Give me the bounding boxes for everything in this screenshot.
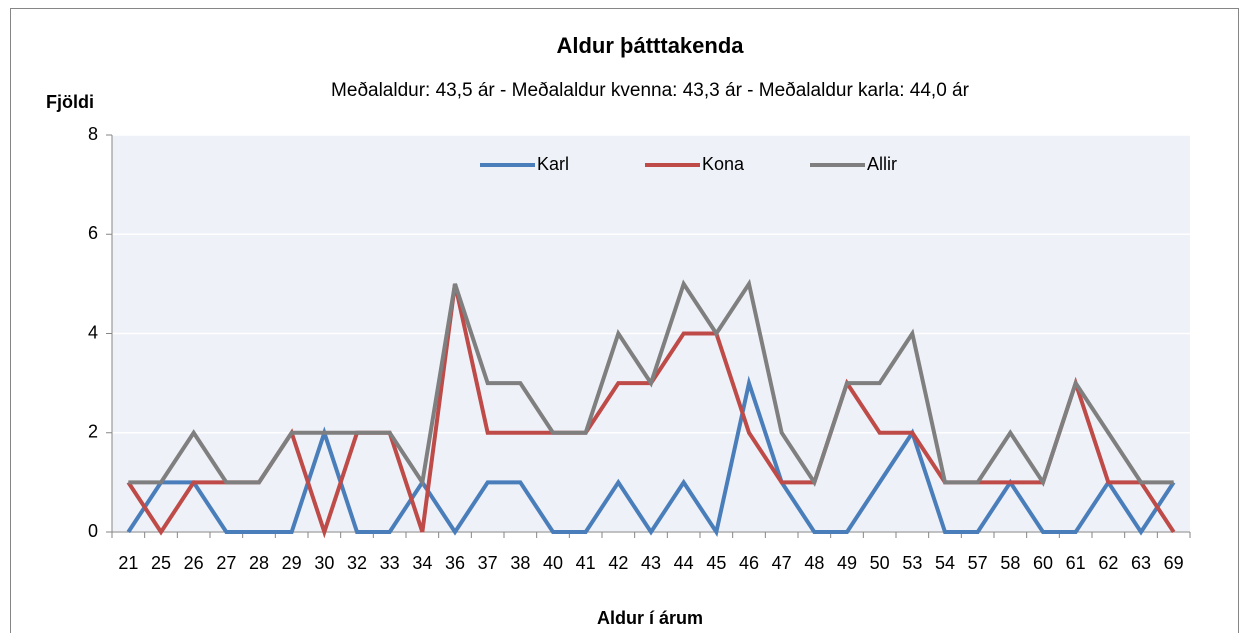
chart-subtitle: Meðalaldur: 43,5 ár - Meðalaldur kvenna:… <box>331 80 970 101</box>
x-tick-label: 42 <box>608 553 628 573</box>
x-axis-label: Aldur í árum <box>597 608 703 628</box>
x-tick-label: 41 <box>576 553 596 573</box>
x-tick-label: 28 <box>249 553 269 573</box>
x-tick-label: 54 <box>935 553 955 573</box>
x-tick-label: 38 <box>510 553 530 573</box>
x-tick-label: 29 <box>282 553 302 573</box>
x-tick-label: 62 <box>1098 553 1118 573</box>
x-tick-label: 34 <box>412 553 432 573</box>
x-tick-label: 33 <box>380 553 400 573</box>
x-tick-label: 30 <box>314 553 334 573</box>
y-tick-label: 2 <box>88 422 98 442</box>
y-axis-label: Fjöldi <box>46 92 94 112</box>
x-tick-label: 48 <box>804 553 824 573</box>
x-tick-label: 69 <box>1164 553 1184 573</box>
legend-label: Kona <box>702 154 745 174</box>
x-tick-label: 32 <box>347 553 367 573</box>
x-tick-label: 36 <box>445 553 465 573</box>
x-tick-label: 63 <box>1131 553 1151 573</box>
x-tick-label: 57 <box>968 553 988 573</box>
x-tick-label: 25 <box>151 553 171 573</box>
x-tick-label: 49 <box>837 553 857 573</box>
legend-label: Karl <box>537 154 569 174</box>
x-tick-label: 47 <box>772 553 792 573</box>
y-tick-label: 4 <box>88 322 98 342</box>
y-tick-label: 6 <box>88 223 98 243</box>
x-tick-label: 45 <box>706 553 726 573</box>
y-tick-label: 0 <box>88 521 98 541</box>
x-tick-label: 46 <box>739 553 759 573</box>
legend-label: Allir <box>867 154 897 174</box>
x-tick-label: 21 <box>118 553 138 573</box>
x-tick-label: 43 <box>641 553 661 573</box>
x-tick-label: 58 <box>1000 553 1020 573</box>
series-line <box>128 278 1174 488</box>
chart-title: Aldur þátttakenda <box>556 33 744 58</box>
series-line <box>126 375 1176 538</box>
x-tick-label: 27 <box>216 553 236 573</box>
x-tick-label: 50 <box>870 553 890 573</box>
x-tick-label: 44 <box>674 553 694 573</box>
y-tick-label: 8 <box>88 124 98 144</box>
x-tick-label: 26 <box>184 553 204 573</box>
x-tick-label: 53 <box>902 553 922 573</box>
x-tick-label: 61 <box>1066 553 1086 573</box>
x-tick-label: 40 <box>543 553 563 573</box>
x-tick-label: 60 <box>1033 553 1053 573</box>
x-tick-label: 37 <box>478 553 498 573</box>
